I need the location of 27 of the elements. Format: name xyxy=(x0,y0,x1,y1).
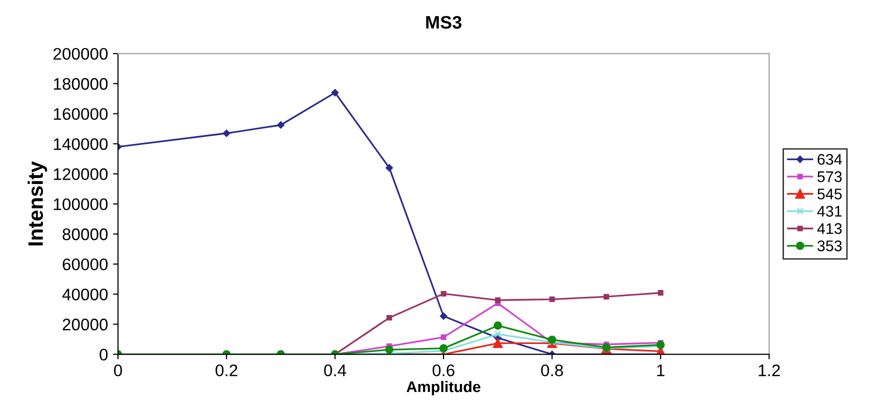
y-tick-label: 160000 xyxy=(54,108,108,120)
y-tick-label: 80000 xyxy=(62,228,108,240)
x-tick-label: 0.6 xyxy=(432,364,454,376)
x-tick-label: 1 xyxy=(657,364,664,376)
legend-label: 573 xyxy=(817,171,842,182)
legend-label: 413 xyxy=(817,223,842,234)
y-tick-label: 0 xyxy=(100,348,108,361)
y-axis-title: Intensity xyxy=(28,161,48,246)
y-tick-label: 60000 xyxy=(62,258,108,270)
y-tick-label: 140000 xyxy=(54,138,108,150)
y-tick-label: 20000 xyxy=(62,318,108,330)
x-axis-title: Amplitude xyxy=(406,380,480,396)
y-tick-label: 200000 xyxy=(53,48,108,60)
y-tick-label: 180000 xyxy=(54,78,108,90)
legend-label: 353 xyxy=(817,240,842,252)
chart-title: MS3 xyxy=(426,16,462,29)
x-tick-label: 0 xyxy=(114,364,122,376)
x-tick-label: 1.2 xyxy=(758,364,780,376)
y-tick-label: 100000 xyxy=(54,198,108,210)
y-tick-label: 120000 xyxy=(54,168,108,180)
legend-label: 545 xyxy=(817,188,842,200)
x-tick-label: 0.4 xyxy=(324,364,346,376)
x-tick-label: 0.8 xyxy=(541,364,563,376)
x-tick-label: 0.2 xyxy=(216,364,238,376)
legend-label: 431 xyxy=(817,206,842,217)
legend-label: 634 xyxy=(818,154,842,165)
y-tick-label: 40000 xyxy=(62,288,108,300)
